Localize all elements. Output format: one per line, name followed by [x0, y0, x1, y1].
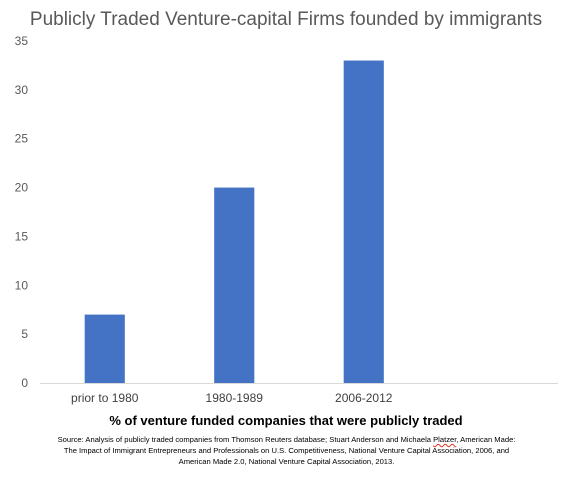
y-tick-label: 15 [15, 229, 29, 243]
source-line-2: The Impact of Immigrant Entrepreneurs an… [63, 446, 510, 455]
y-tick-label: 30 [15, 83, 29, 97]
bars [84, 60, 384, 384]
chart-title: Publicly Traded Venture-capital Firms fo… [30, 9, 542, 30]
y-tick-label: 35 [15, 34, 29, 48]
x-axis-category-labels: prior to 1980 1980-1989 2006-2012 [71, 391, 393, 405]
source-line-1-suffix: , American Made: [456, 435, 516, 444]
x-category-label: prior to 1980 [71, 391, 139, 405]
y-tick-label: 0 [21, 376, 28, 390]
source-line-1-prefix: Source: Analysis of publicly traded comp… [57, 435, 434, 444]
bar [84, 314, 125, 383]
source-author-name: Platzer [433, 435, 457, 444]
source-line-1: Source: Analysis of publicly traded comp… [0, 434, 573, 445]
bar [214, 187, 255, 383]
y-tick-label: 10 [15, 278, 29, 292]
x-category-label: 2006-2012 [335, 391, 393, 405]
y-axis-ticks: 0 5 10 15 20 25 30 35 [15, 34, 29, 390]
x-axis-title: % of venture funded companies that were … [109, 413, 462, 428]
source-note: Source: Analysis of publicly traded comp… [0, 434, 573, 467]
y-tick-label: 25 [15, 132, 29, 146]
y-tick-label: 5 [21, 327, 28, 341]
x-category-label: 1980-1989 [206, 391, 264, 405]
source-line-3: American Made 2.0, National Venture Capi… [178, 457, 395, 466]
y-tick-label: 20 [15, 181, 29, 195]
bar [343, 60, 384, 384]
